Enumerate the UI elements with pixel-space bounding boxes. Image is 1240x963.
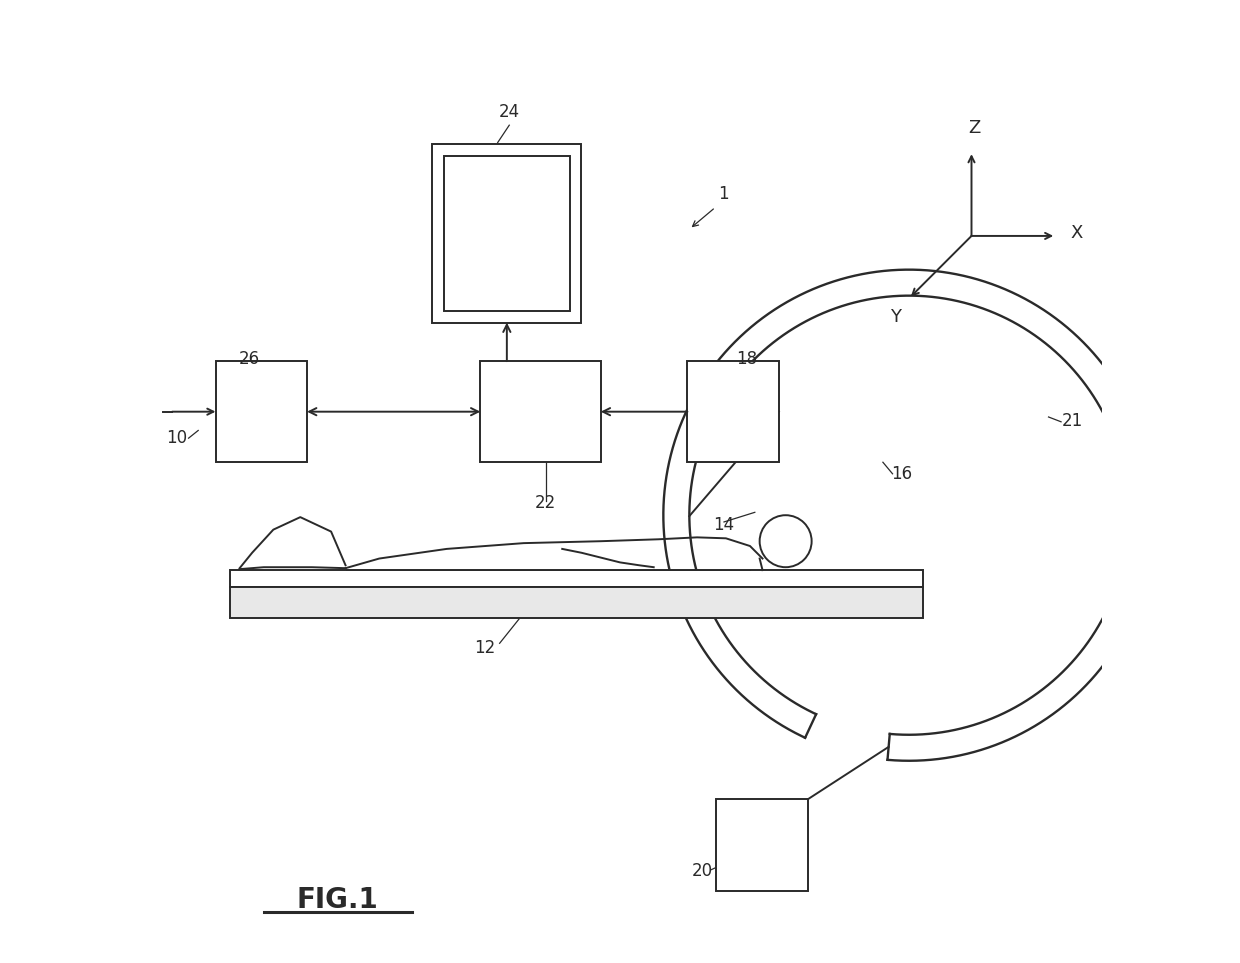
Bar [687,361,779,462]
Text: 16: 16 [892,464,913,482]
Text: 14: 14 [713,515,734,534]
Bar [216,361,308,462]
Bar [229,587,924,618]
Text: 21: 21 [1061,411,1084,429]
Text: Z: Z [968,118,981,137]
Text: 26: 26 [238,350,260,368]
Text: FIG.1: FIG.1 [296,886,378,915]
Text: 24: 24 [498,103,520,121]
Text: 10: 10 [166,429,187,447]
Text: 1: 1 [718,185,728,203]
Bar [433,144,582,323]
Bar [229,570,924,587]
Text: X: X [1070,224,1083,242]
Text: Y: Y [890,308,901,326]
Bar [717,799,807,891]
Text: 12: 12 [475,638,496,657]
Text: 20: 20 [691,862,713,880]
Text: 18: 18 [737,350,758,368]
Text: 22: 22 [536,494,557,512]
Bar [480,361,600,462]
Bar [444,156,570,311]
